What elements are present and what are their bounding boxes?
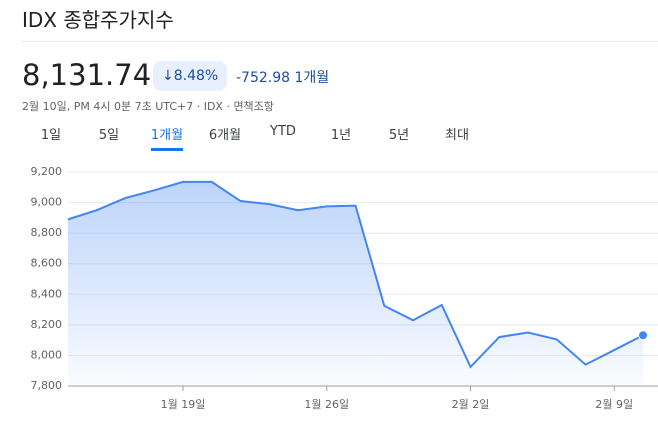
tab[interactable]: 1년 xyxy=(312,124,370,149)
separator xyxy=(22,41,658,42)
tab[interactable]: 1개월 xyxy=(138,124,196,151)
y-tick-label: 9,200 xyxy=(31,165,63,178)
timestamp: 2월 10일, PM 4시 0분 7초 UTC+7 · IDX · 면책조항 xyxy=(22,100,274,113)
y-tick-label: 8,400 xyxy=(31,287,63,300)
tab-label[interactable]: 5일 xyxy=(98,128,120,143)
y-tick-label: 7,800 xyxy=(31,379,63,392)
tab-label[interactable]: 6개월 xyxy=(208,128,242,143)
line xyxy=(67,180,644,369)
tab-label[interactable]: 최대 xyxy=(445,128,469,143)
tab[interactable]: 6개월 xyxy=(196,124,254,149)
y-tick-label: 8,800 xyxy=(31,226,63,239)
x-tick-label: 1월 26일 xyxy=(304,397,349,411)
y-tick-label: 9,000 xyxy=(31,196,63,209)
tab-label[interactable]: YTD xyxy=(270,124,296,139)
tab-label[interactable]: 1일 xyxy=(40,128,62,143)
tab[interactable]: 최대 xyxy=(428,124,486,149)
tab-label[interactable]: 1개월 xyxy=(150,128,184,151)
tab[interactable]: 5일 xyxy=(80,124,138,149)
x-tick-label: 2월 9일 xyxy=(595,397,633,411)
tab[interactable]: 1일 xyxy=(22,124,80,149)
change-period: 1개월 xyxy=(294,70,330,86)
x-tick-label: 2월 2일 xyxy=(452,397,490,411)
y-tick-label: 8,000 xyxy=(31,348,63,361)
y-tick-label: 8,200 xyxy=(31,318,63,331)
change-badge: ↓8.48% xyxy=(153,61,228,91)
area xyxy=(68,181,643,386)
price: 8,131.74 xyxy=(22,58,152,92)
tab[interactable]: 5년 xyxy=(370,124,428,149)
change: -752.98 1개월 xyxy=(236,67,329,87)
tab-label[interactable]: 1년 xyxy=(330,128,352,143)
x-tick-label: 1월 19일 xyxy=(161,397,206,411)
tab[interactable]: YTD xyxy=(254,124,312,149)
change-percent: 8.48% xyxy=(173,68,219,84)
change-value: -752.98 xyxy=(236,70,291,86)
tabs: 1일 5일 1개월 6개월 YTD 1년 5년 최대 xyxy=(22,124,486,151)
title: IDX 종합주가지수 xyxy=(22,8,174,32)
last-point xyxy=(638,330,648,341)
y-tick-label: 8,600 xyxy=(31,257,63,270)
tab-label[interactable]: 5년 xyxy=(388,128,410,143)
